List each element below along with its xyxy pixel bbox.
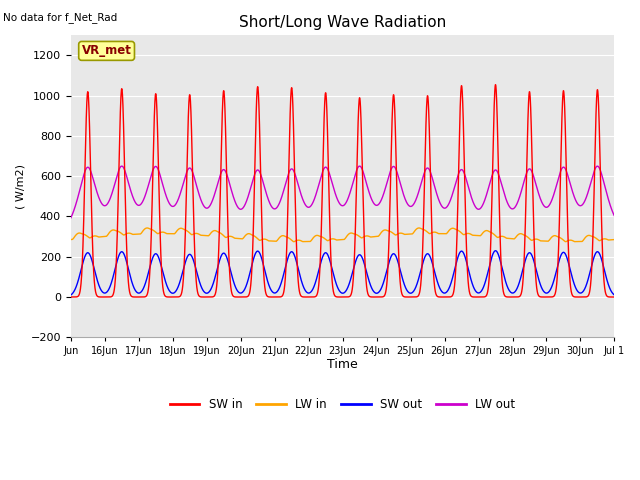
X-axis label: Time: Time: [327, 358, 358, 371]
Y-axis label: ( W/m2): ( W/m2): [15, 164, 25, 209]
Text: VR_met: VR_met: [82, 44, 132, 58]
Title: Short/Long Wave Radiation: Short/Long Wave Radiation: [239, 15, 446, 30]
Text: No data for f_Net_Rad: No data for f_Net_Rad: [3, 12, 118, 23]
Legend: SW in, LW in, SW out, LW out: SW in, LW in, SW out, LW out: [165, 393, 520, 415]
